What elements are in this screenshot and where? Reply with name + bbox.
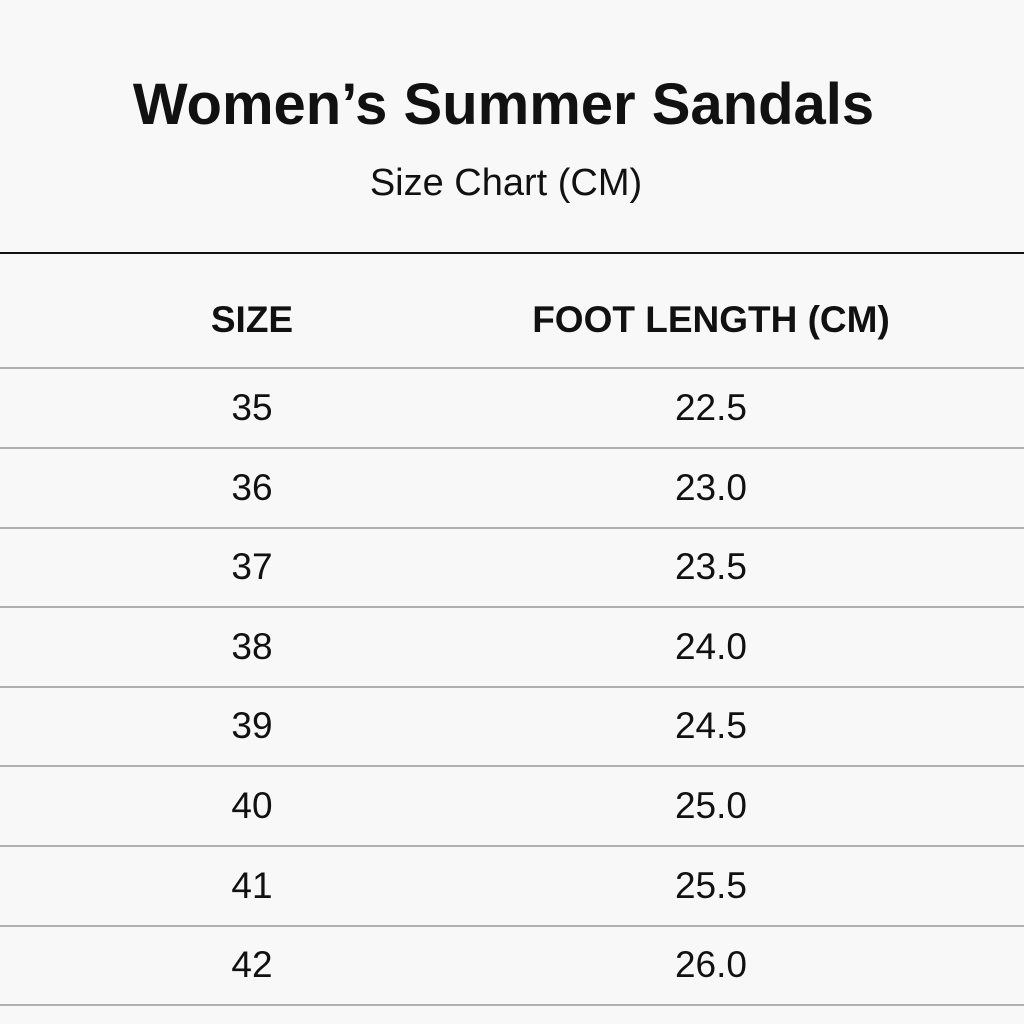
- table-row: 41 25.5: [0, 847, 1024, 927]
- table-row: 38 24.0: [0, 608, 1024, 688]
- page-subtitle: Size Chart (CM): [369, 162, 643, 204]
- size-cell: 42: [231, 944, 273, 986]
- table-row: 35 22.5: [0, 369, 1024, 449]
- size-cell: 39: [231, 705, 273, 747]
- foot-length-cell: 25.5: [674, 864, 747, 906]
- table-header-row: SIZE FOOT LENGTH (CM): [0, 254, 1024, 369]
- size-cell: 36: [231, 466, 273, 508]
- table-row: 39 24.5: [0, 687, 1024, 768]
- foot-length-cell: 26.0: [674, 944, 747, 986]
- foot-length-cell: 23.0: [674, 466, 747, 508]
- size-cell: 40: [231, 785, 273, 826]
- table-row: 42 26.0: [0, 926, 1024, 1007]
- size-cell: 41: [231, 864, 273, 906]
- column-header-foot-length: FOOT LENGTH (CM): [532, 298, 890, 340]
- size-cell: 38: [231, 625, 273, 667]
- size-cell: 35: [231, 387, 273, 428]
- foot-length-cell: 22.5: [674, 387, 747, 428]
- size-cell: 37: [231, 546, 273, 588]
- table-row: 40 25.0: [0, 767, 1024, 847]
- foot-length-cell: 24.0: [674, 625, 747, 667]
- table-row: 37 23.5: [0, 528, 1024, 609]
- foot-length-cell: 25.0: [674, 785, 747, 826]
- column-header-size: SIZE: [210, 298, 294, 340]
- header-divider: [0, 252, 1024, 254]
- foot-length-cell: 23.5: [674, 546, 747, 588]
- page-title: Women’s Summer Sandals: [132, 72, 875, 137]
- foot-length-cell: 24.5: [674, 705, 747, 747]
- table-row: 36 23.0: [0, 449, 1024, 529]
